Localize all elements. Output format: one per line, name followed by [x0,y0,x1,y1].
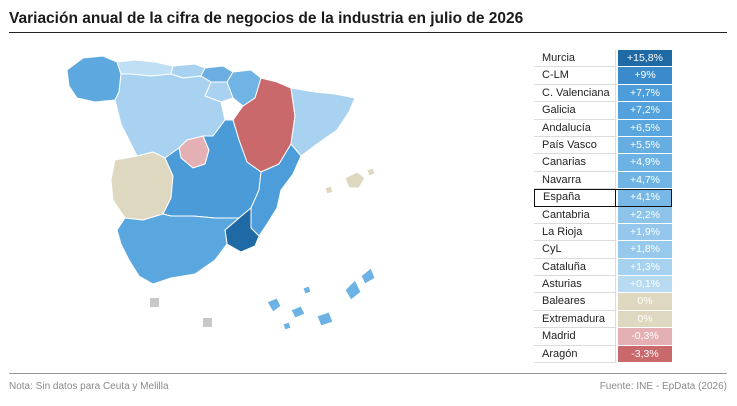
region-name: Cantabria [534,206,616,224]
region-value: +0,1% [618,276,672,294]
region-ceuta [150,298,159,307]
region-name: Andalucía [534,119,616,137]
region-value: -3,3% [618,345,672,364]
ranking-table: Murcia +15,8% C-LM +9% C. Valenciana +7,7% Gal… [534,50,672,364]
region-value: 0% [618,293,672,311]
region-value: +4,9% [618,154,672,172]
spain-choropleth-map [66,55,376,331]
region-name: Asturias [534,276,616,294]
table-row: C. Valenciana +7,7% [534,84,672,103]
footer-divider [9,373,727,374]
table-row: Canarias +4,9% [534,154,672,172]
region-name: España [534,189,616,207]
title-divider [9,32,727,33]
table-row: Asturias +0,1% [534,276,672,294]
region-value: +4,7% [618,171,672,190]
region-extremadura[interactable] [110,151,174,221]
table-row: La Rioja +1,9% [534,223,672,242]
region-canarias[interactable] [266,297,282,313]
table-row: Baleares 0% [534,293,672,311]
region-name: CyL [534,241,616,259]
footer-source: Fuente: INE - EpData (2026) [599,381,727,392]
region-value: +4,1% [618,189,672,207]
region-name: Madrid [534,328,616,346]
region-value: +7,2% [618,102,672,120]
region-name: Murcia [534,50,616,68]
region-name: C-LM [534,67,616,85]
region-value: +1,9% [618,223,672,242]
page-title: Variación anual de la cifra de negocios … [9,10,524,27]
region-melilla [203,318,212,327]
table-row: Aragón -3,3% [534,345,672,364]
region-name: País Vasco [534,136,616,155]
region-cataluna[interactable] [290,87,356,157]
region-value: 0% [618,310,672,329]
region-name: La Rioja [534,223,616,242]
table-row: Cantabria +2,2% [534,206,672,224]
table-row: País Vasco +5,5% [534,136,672,155]
table-row: Extremadura 0% [534,310,672,329]
region-name: Galicia [534,102,616,120]
region-value: +2,2% [618,206,672,224]
region-name: Baleares [534,293,616,311]
footer-note: Nota: Sin datos para Ceuta y Melilla [9,381,169,392]
region-value: +9% [618,67,672,85]
table-row: España +4,1% [534,189,672,207]
region-value: +7,7% [618,84,672,103]
region-value: -0,3% [618,328,672,346]
region-name: C. Valenciana [534,84,616,103]
region-name: Aragón [534,345,616,364]
region-name: Navarra [534,171,616,190]
table-row: Murcia +15,8% [534,50,672,68]
table-row: CyL +1,8% [534,241,672,259]
region-value: +6,5% [618,119,672,137]
region-value: +15,8% [618,50,672,68]
region-value: +5,5% [618,136,672,155]
table-row: C-LM +9% [534,67,672,85]
region-name: Canarias [534,154,616,172]
region-name: Cataluña [534,258,616,277]
region-baleares[interactable] [344,171,366,189]
table-row: Andalucía +6,5% [534,119,672,137]
table-row: Cataluña +1,3% [534,258,672,277]
region-galicia[interactable] [66,55,122,103]
table-row: Galicia +7,2% [534,102,672,120]
region-value: +1,8% [618,241,672,259]
region-value: +1,3% [618,258,672,277]
table-row: Madrid -0,3% [534,328,672,346]
region-name: Extremadura [534,310,616,329]
table-row: Navarra +4,7% [534,171,672,190]
region-andalucia[interactable] [116,213,240,285]
